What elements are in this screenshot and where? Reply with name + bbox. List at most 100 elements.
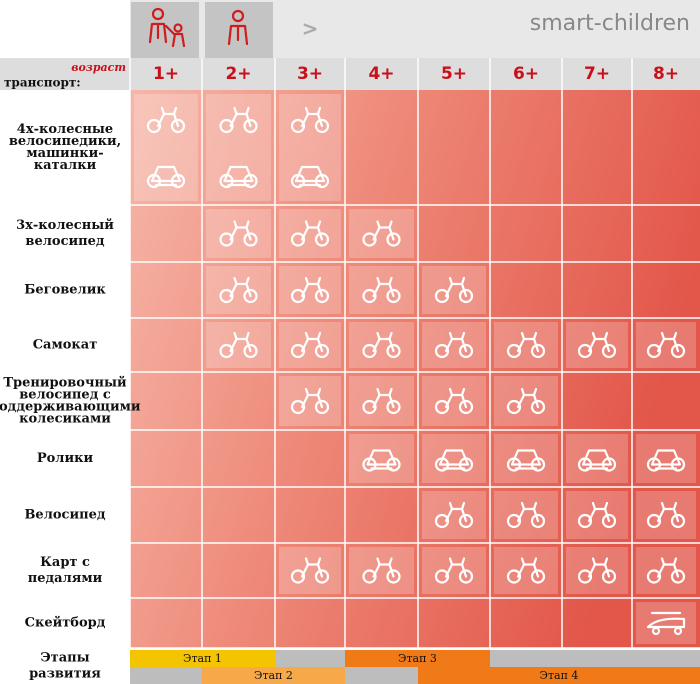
icon-wheel [362,569,377,584]
available-cell [349,376,414,426]
available-cell [279,376,341,426]
icon-wheel [434,569,450,584]
icon-wheel [219,173,234,189]
available-cell [422,491,486,539]
available-cell [636,322,696,368]
icon-wheel [530,569,546,584]
stages-label: развития [29,667,101,682]
icon-wheel [290,118,306,134]
available-cell [422,322,486,368]
label-cell [0,598,130,648]
transport-icon [646,557,686,584]
icon-wheel [314,399,330,415]
label-cell [0,487,130,543]
stage: Этап 4 [540,669,579,682]
icon-wheel [290,173,306,189]
icon-wheel [646,513,662,529]
available-cell [566,322,628,368]
icon-wheel [362,343,377,359]
icon-wheel [386,569,401,584]
child-icon [227,9,249,46]
available-cell [279,322,341,368]
icon-wheel [577,343,593,359]
stage: Этап 2 [254,669,293,682]
transport-icon [577,557,617,584]
age: 5+ [441,64,467,84]
transport-icon [506,449,546,472]
available-cell [494,434,558,483]
stage-bar [418,667,700,684]
icon-wheel [146,118,162,134]
icon-wheel [506,343,522,359]
icon-wheel [243,173,258,189]
transport-icon [434,449,474,472]
transport-icon [434,387,474,415]
icon-wheel [243,343,258,359]
transport-icon [219,165,258,189]
available-cell [206,266,271,314]
transport-icon [290,557,330,584]
icon-wheel [458,288,474,304]
icon-wheel [506,513,522,529]
available-cell [494,491,558,539]
icon-wheel [314,343,330,359]
icon-wheel [219,343,234,359]
icon-wheel [601,343,617,359]
icon-wheel [530,457,546,472]
icon-wheel [290,232,306,247]
icon-wheel [670,513,686,529]
icon-wheel [434,457,450,472]
transport-icon [219,220,258,247]
transport-icon [362,449,401,472]
icon-wheel [601,569,617,584]
icon-wheel [386,343,401,359]
available-cell [349,434,414,483]
transport-icon [434,557,474,584]
icon-wheel [243,288,258,304]
age: 2+ [225,64,251,84]
transport-icon [362,276,401,304]
transport-icon [290,165,330,189]
icon-wheel [458,569,474,584]
label-cell [0,430,130,487]
icon-wheel [362,399,377,415]
icon-wheel [646,457,662,472]
available-cell [134,94,198,201]
available-cell [279,547,341,594]
stage-bar [345,650,490,667]
icon-wheel [506,457,522,472]
nav-arrow[interactable]: > [302,17,319,41]
icon-wheel [458,399,474,415]
available-cell [206,94,271,201]
label-cell [0,543,130,598]
stage: Этап 3 [398,652,437,665]
row-label: велосипедики, [9,134,121,149]
icon-wheel [577,569,593,584]
icon-wheel [219,232,234,247]
age: 7+ [584,64,610,84]
available-cell [422,434,486,483]
row-label: поддерживающими [0,400,141,415]
transport-icon [646,449,686,472]
available-cell [349,322,414,368]
icon-wheel [386,232,401,247]
transport-icon [219,331,258,359]
transport-icon [290,387,330,415]
row-label: педалями [28,571,103,586]
row-label: Карт с [40,555,90,570]
transport-icon [146,106,186,134]
icon-wheel [314,232,330,247]
transport-icon [362,387,401,415]
transport-icon [577,331,617,359]
icon-wheel [219,118,234,134]
transport-icon [362,220,401,247]
transport-icon [434,331,474,359]
age: 6+ [513,64,539,84]
age: 1+ [153,64,179,84]
icon-wheel [146,173,162,189]
available-cell [422,376,486,426]
available-cell [279,209,341,258]
label-cell [0,318,130,372]
icon-wheel [458,513,474,529]
